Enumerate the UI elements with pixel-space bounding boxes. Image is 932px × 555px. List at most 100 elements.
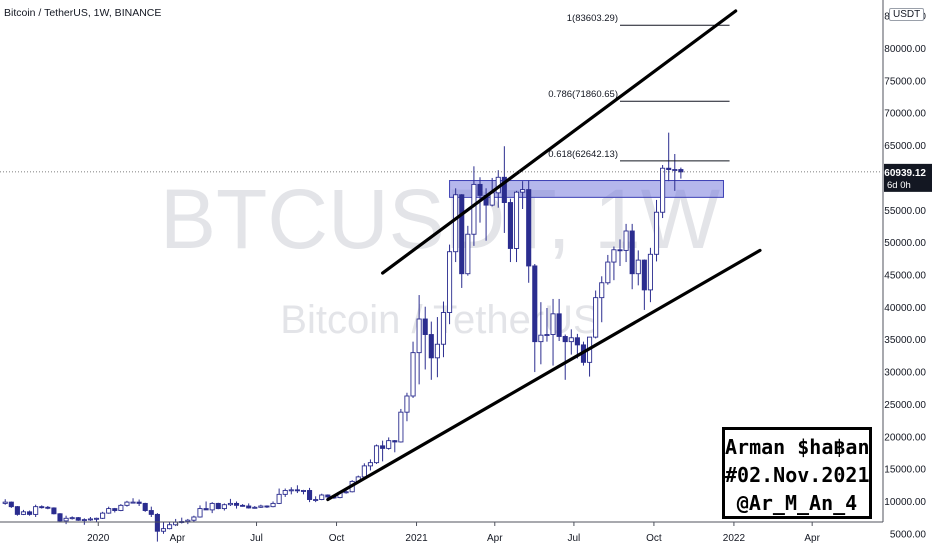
candle-body [605, 261, 611, 284]
candle [51, 507, 57, 515]
candle-body [380, 445, 386, 449]
candle [136, 499, 142, 506]
candle-body [282, 490, 288, 495]
candle-body [593, 297, 599, 338]
candle-body [51, 507, 57, 515]
fib-label: 0.618(62642.13) [548, 149, 618, 160]
candle-body [471, 183, 477, 235]
candle-body [526, 189, 532, 267]
candle [14, 506, 20, 516]
candle [106, 506, 112, 514]
candle [465, 225, 471, 276]
currency-badge[interactable]: USDT [889, 8, 925, 21]
fib-label: 0.786(71860.65) [548, 89, 618, 100]
candle-body [440, 312, 447, 345]
candle [93, 517, 100, 522]
y-tick-label: 75000.00 [884, 76, 926, 87]
candle [39, 505, 45, 509]
candle [434, 317, 440, 378]
candle [8, 501, 14, 508]
candle-body [599, 282, 605, 299]
candle [544, 308, 550, 342]
candle [240, 504, 246, 507]
candle-body [623, 230, 629, 251]
signature-line-1: Arman $ha฿an [725, 435, 870, 459]
fib-layer: 1(83603.29) 0.786(71860.65) 0.618(62642.13… [548, 13, 730, 162]
candle-body [39, 506, 45, 509]
candle-body [227, 502, 233, 506]
candle [27, 510, 33, 516]
candle-body [574, 337, 580, 346]
candle-body [148, 510, 154, 515]
candle [124, 500, 130, 507]
candle-body [343, 491, 349, 494]
candle-body [361, 465, 367, 478]
candle-body [203, 508, 209, 511]
candle [526, 180, 532, 283]
candle [2, 499, 8, 505]
y-tick-label: 70000.00 [884, 109, 926, 120]
x-tick-label: 2020 [87, 533, 110, 544]
y-tick-label: 40000.00 [884, 303, 926, 314]
candle-body [501, 176, 507, 203]
candle [209, 502, 215, 514]
candle-body [611, 249, 617, 263]
candle [112, 507, 118, 513]
candle-body [118, 504, 124, 511]
candle [45, 506, 51, 510]
candle-body [307, 490, 313, 500]
candle [142, 502, 148, 512]
candle [623, 223, 629, 263]
candle [593, 290, 599, 339]
candle [513, 190, 520, 263]
candle-body [538, 334, 544, 343]
candle [635, 250, 641, 286]
x-tick-label: Apr [487, 533, 503, 544]
candle-body [520, 189, 526, 193]
candle [666, 132, 672, 182]
candle-body [185, 519, 191, 522]
candle [87, 517, 93, 521]
x-tick-label: 2022 [723, 533, 746, 544]
candle [459, 194, 465, 288]
candle [428, 321, 434, 380]
candle-body [447, 251, 453, 313]
candle-body [160, 528, 167, 532]
candle-body [544, 334, 550, 336]
candle-body [288, 489, 294, 492]
candle [63, 515, 69, 525]
candle [294, 485, 300, 494]
candle [587, 336, 593, 377]
candle [501, 146, 507, 233]
fib-label: 1(83603.29) [567, 13, 618, 24]
candle-body [666, 167, 672, 170]
y-tick-label: 50000.00 [884, 238, 926, 249]
candle-body [142, 502, 148, 511]
symbol-header: Bitcoin / TetherUS, 1W, BINANCE [4, 7, 162, 19]
candle [167, 521, 173, 530]
candle [270, 501, 276, 508]
candle-body [136, 501, 142, 504]
candle [440, 301, 447, 358]
candle-body [556, 313, 562, 337]
y-tick-label: 45000.00 [884, 271, 926, 282]
candle [154, 513, 160, 542]
candle [160, 521, 167, 534]
candle [556, 298, 562, 341]
candle [221, 503, 227, 511]
x-tick-label: Jul [568, 533, 581, 544]
candle [532, 264, 538, 373]
candle-body [465, 233, 471, 275]
candle-body [14, 506, 20, 515]
candle-body [130, 501, 136, 504]
candle [617, 239, 623, 266]
candle [422, 306, 428, 370]
candle [33, 504, 39, 517]
candle-body [233, 502, 240, 506]
candle-body [75, 517, 81, 521]
x-tick-label: Oct [646, 533, 662, 544]
candle [392, 440, 398, 453]
x-tick-label: 2021 [405, 533, 428, 544]
